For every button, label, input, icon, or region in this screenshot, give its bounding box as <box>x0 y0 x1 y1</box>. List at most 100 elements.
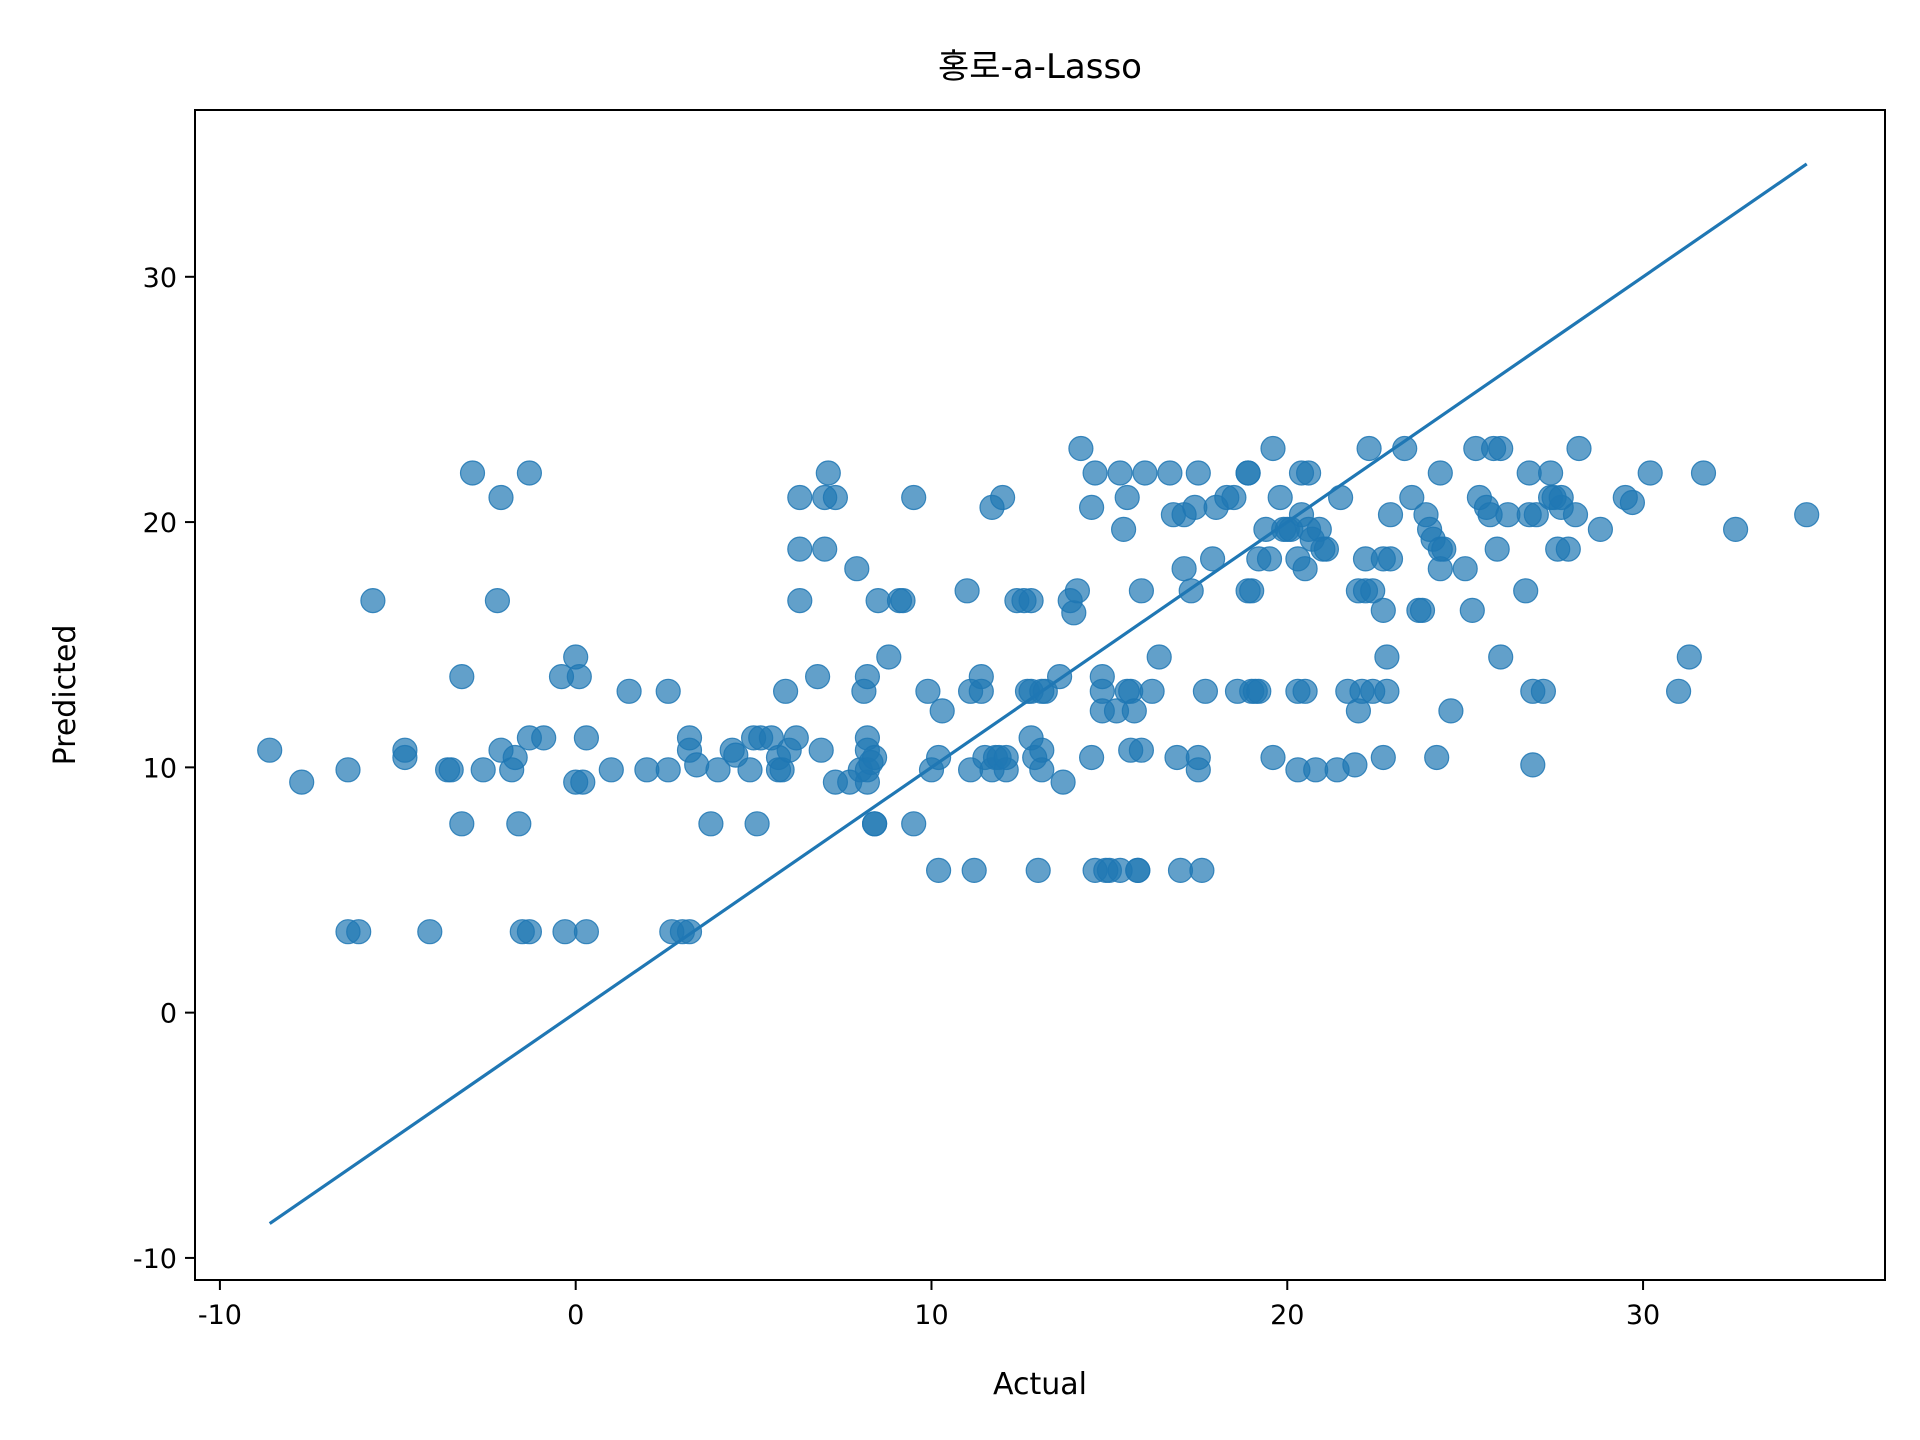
data-point <box>787 484 813 511</box>
data-point <box>1125 857 1151 884</box>
data-point <box>1061 600 1087 626</box>
y-tick-label: 0 <box>160 999 177 1030</box>
data-point <box>1619 489 1646 516</box>
data-point <box>1370 744 1396 771</box>
y-tick-label: 30 <box>143 263 177 294</box>
data-point <box>1399 484 1425 511</box>
data-point <box>1452 556 1478 582</box>
data-point <box>1495 502 1521 528</box>
data-point <box>1356 435 1382 462</box>
data-point <box>1548 484 1574 511</box>
data-point <box>1794 502 1820 528</box>
data-point <box>1164 744 1190 771</box>
data-point <box>1267 484 1293 511</box>
data-point <box>854 663 881 690</box>
data-point <box>1722 516 1749 543</box>
data-point <box>1260 744 1286 771</box>
data-point <box>925 857 952 884</box>
plot-frame <box>194 109 1886 1281</box>
data-point <box>1128 737 1155 763</box>
data-point <box>470 757 496 783</box>
data-point <box>1690 460 1717 486</box>
data-point <box>787 587 813 614</box>
data-point <box>1377 502 1404 528</box>
data-point <box>502 744 528 771</box>
data-point <box>1374 644 1400 670</box>
data-point <box>808 737 834 763</box>
data-point <box>1110 516 1137 543</box>
data-point <box>516 460 543 486</box>
data-point <box>844 556 870 582</box>
data-point <box>1185 460 1211 486</box>
data-point <box>417 919 443 945</box>
data-point <box>573 725 600 751</box>
data-point <box>954 578 980 604</box>
data-point <box>257 737 283 763</box>
data-point <box>1360 578 1386 604</box>
data-point <box>1374 678 1400 704</box>
data-point <box>1064 578 1091 604</box>
data-point <box>961 857 987 884</box>
data-point <box>1157 460 1183 486</box>
data-point <box>737 757 763 783</box>
data-point <box>289 769 315 795</box>
data-point <box>861 744 888 771</box>
data-point <box>1082 460 1108 486</box>
data-point <box>865 587 891 614</box>
data-point <box>1516 460 1542 486</box>
axes: -10 0 10 20 30 -10 0 10 20 30 <box>133 263 1660 1331</box>
data-point <box>598 757 624 783</box>
data-point <box>1107 460 1133 486</box>
data-point <box>698 811 724 837</box>
data-point <box>1513 578 1539 604</box>
data-point <box>1078 744 1105 771</box>
x-tick-label: -10 <box>198 1300 242 1331</box>
data-point <box>1167 857 1194 884</box>
x-tick-label: 10 <box>914 1300 948 1331</box>
data-point <box>1078 494 1105 520</box>
data-point <box>822 484 849 511</box>
data-point <box>772 678 799 704</box>
data-point <box>1438 698 1464 724</box>
data-point <box>1409 597 1436 624</box>
data-point <box>1427 460 1453 486</box>
data-point <box>1182 494 1208 520</box>
data-point <box>1128 578 1155 604</box>
data-point <box>1114 484 1140 511</box>
data-point <box>1221 484 1247 511</box>
data-point <box>1424 744 1450 771</box>
data-point <box>1370 597 1396 624</box>
data-point <box>1431 536 1457 562</box>
data-point <box>1239 578 1265 604</box>
data-point <box>531 725 557 751</box>
data-point <box>484 587 510 614</box>
data-point <box>1562 502 1589 528</box>
data-point <box>1185 757 1211 783</box>
data-point <box>1146 644 1172 670</box>
data-point <box>1139 678 1165 704</box>
data-point <box>1292 556 1318 582</box>
data-point <box>1189 857 1215 884</box>
x-tick-label: 30 <box>1626 1300 1660 1331</box>
y-tick-label: 20 <box>143 508 177 539</box>
data-point <box>1566 435 1592 462</box>
data-point <box>1235 460 1261 486</box>
y-axis-label: Predicted <box>48 625 83 766</box>
data-point <box>392 744 418 771</box>
data-point <box>655 678 681 704</box>
data-point <box>968 678 994 704</box>
data-point <box>1121 698 1147 724</box>
data-point <box>1676 644 1702 670</box>
data-point <box>506 811 532 837</box>
data-point <box>1199 546 1226 572</box>
plot-area <box>257 162 1820 1225</box>
data-point <box>459 460 486 486</box>
data-point <box>1050 769 1076 795</box>
data-point <box>1637 460 1663 486</box>
x-tick-label: 20 <box>1270 1300 1304 1331</box>
data-point <box>346 919 372 945</box>
data-point <box>488 484 514 511</box>
data-point <box>1377 546 1404 572</box>
x-tick-label: 0 <box>567 1300 584 1331</box>
